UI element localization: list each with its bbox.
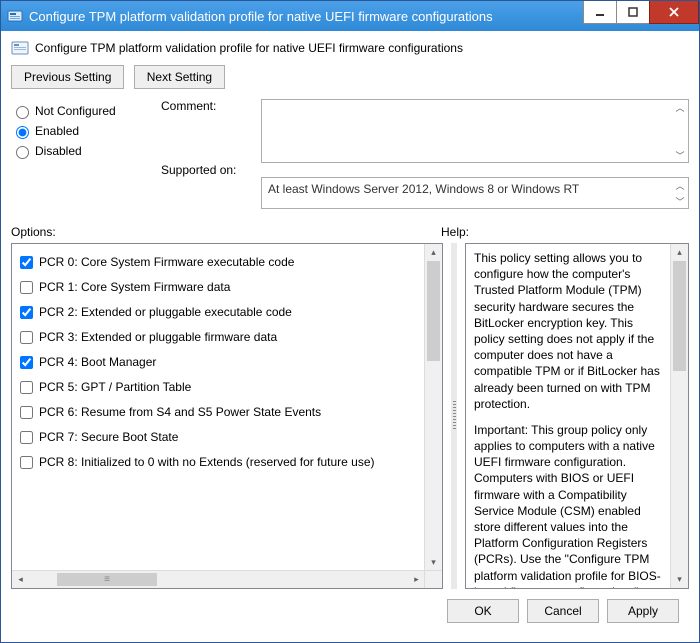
scroll-up-icon[interactable]: ▴ [425, 244, 442, 261]
window-title: Configure TPM platform validation profil… [29, 9, 583, 24]
help-label: Help: [441, 225, 469, 239]
scroll-down-icon[interactable]: ﹀ [672, 148, 688, 162]
scroll-right-icon[interactable]: ▸ [408, 571, 425, 588]
option-label: PCR 6: Resume from S4 and S5 Power State… [39, 405, 321, 420]
option-row[interactable]: PCR 7: Secure Boot State [18, 425, 423, 450]
policy-icon [11, 39, 29, 57]
radio-enabled[interactable]: Enabled [11, 123, 151, 139]
options-pane: PCR 0: Core System Firmware executable c… [11, 243, 443, 589]
option-label: PCR 0: Core System Firmware executable c… [39, 255, 294, 270]
help-vscrollbar[interactable]: ▴ ▾ [670, 244, 688, 588]
top-grid: Not Configured Enabled Disabled Comment:… [11, 99, 689, 209]
previous-setting-button[interactable]: Previous Setting [11, 65, 124, 89]
next-setting-button[interactable]: Next Setting [134, 65, 225, 89]
scroll-track[interactable] [29, 571, 408, 588]
comment-value [262, 100, 688, 108]
radio-not-configured-input[interactable] [16, 106, 29, 119]
help-pane: This policy setting allows you to config… [465, 243, 689, 589]
titlebar-buttons [583, 1, 699, 23]
field-labels: Comment: Supported on: [161, 99, 251, 209]
option-label: PCR 3: Extended or pluggable firmware da… [39, 330, 277, 345]
state-column: Not Configured Enabled Disabled [11, 99, 151, 209]
field-column: ︿ ﹀ At least Windows Server 2012, Window… [261, 99, 689, 209]
option-checkbox[interactable] [20, 406, 33, 419]
option-checkbox[interactable] [20, 331, 33, 344]
option-label: PCR 4: Boot Manager [39, 355, 156, 370]
option-checkbox[interactable] [20, 256, 33, 269]
comment-textbox[interactable]: ︿ ﹀ [261, 99, 689, 163]
option-row[interactable]: PCR 5: GPT / Partition Table [18, 375, 423, 400]
maximize-button[interactable] [616, 1, 650, 24]
option-row[interactable]: PCR 4: Boot Manager [18, 350, 423, 375]
supported-on-label: Supported on: [161, 163, 251, 177]
option-row[interactable]: PCR 3: Extended or pluggable firmware da… [18, 325, 423, 350]
help-paragraph: This policy setting allows you to config… [474, 250, 663, 412]
scroll-thumb[interactable] [427, 261, 440, 361]
footer: OK Cancel Apply [11, 589, 689, 632]
radio-disabled-label: Disabled [35, 144, 82, 158]
scroll-left-icon[interactable]: ◂ [12, 571, 29, 588]
scroll-down-icon[interactable]: ﹀ [672, 194, 688, 208]
scroll-up-icon[interactable]: ▴ [671, 244, 688, 261]
comment-scrollbar[interactable]: ︿ ﹀ [672, 100, 688, 162]
splitter[interactable] [451, 243, 457, 589]
options-vscrollbar[interactable]: ▴ ▾ [424, 244, 442, 571]
option-checkbox[interactable] [20, 281, 33, 294]
option-checkbox[interactable] [20, 381, 33, 394]
panes: PCR 0: Core System Firmware executable c… [11, 243, 689, 589]
content: Configure TPM platform validation profil… [1, 31, 699, 642]
scroll-thumb[interactable] [57, 573, 157, 586]
option-label: PCR 7: Secure Boot State [39, 430, 178, 445]
ok-button[interactable]: OK [447, 599, 519, 623]
scroll-track[interactable] [671, 261, 688, 571]
option-label: PCR 2: Extended or pluggable executable … [39, 305, 292, 320]
radio-not-configured[interactable]: Not Configured [11, 103, 151, 119]
window: Configure TPM platform validation profil… [0, 0, 700, 643]
apply-button[interactable]: Apply [607, 599, 679, 623]
scroll-up-icon[interactable]: ︿ [672, 178, 688, 192]
supported-scrollbar[interactable]: ︿ ﹀ [672, 178, 688, 208]
option-row[interactable]: PCR 2: Extended or pluggable executable … [18, 300, 423, 325]
titlebar: Configure TPM platform validation profil… [1, 1, 699, 31]
scroll-down-icon[interactable]: ▾ [425, 554, 442, 571]
radio-disabled[interactable]: Disabled [11, 143, 151, 159]
radio-not-configured-label: Not Configured [35, 104, 116, 118]
radio-enabled-label: Enabled [35, 124, 79, 138]
options-hscrollbar[interactable]: ◂ ▸ [12, 570, 425, 588]
scroll-down-icon[interactable]: ▾ [671, 571, 688, 588]
option-label: PCR 8: Initialized to 0 with no Extends … [39, 455, 375, 470]
supported-on-value: At least Windows Server 2012, Windows 8 … [262, 178, 688, 202]
option-checkbox[interactable] [20, 356, 33, 369]
options-list: PCR 0: Core System Firmware executable c… [12, 244, 425, 571]
heading-row: Configure TPM platform validation profil… [11, 39, 689, 57]
option-row[interactable]: PCR 0: Core System Firmware executable c… [18, 250, 423, 275]
heading-text: Configure TPM platform validation profil… [35, 41, 463, 55]
pane-labels: Options: Help: [11, 225, 689, 239]
scroll-corner [424, 570, 442, 588]
comment-label: Comment: [161, 99, 251, 163]
option-row[interactable]: PCR 8: Initialized to 0 with no Extends … [18, 450, 423, 475]
minimize-button[interactable] [583, 1, 617, 24]
option-label: PCR 1: Core System Firmware data [39, 280, 230, 295]
scroll-thumb[interactable] [673, 261, 686, 371]
option-row[interactable]: PCR 6: Resume from S4 and S5 Power State… [18, 400, 423, 425]
scroll-up-icon[interactable]: ︿ [672, 100, 688, 114]
option-row[interactable]: PCR 1: Core System Firmware data [18, 275, 423, 300]
options-label: Options: [11, 225, 441, 239]
option-checkbox[interactable] [20, 431, 33, 444]
supported-on-textbox: At least Windows Server 2012, Windows 8 … [261, 177, 689, 209]
nav-buttons: Previous Setting Next Setting [11, 65, 689, 89]
option-checkbox[interactable] [20, 456, 33, 469]
scroll-track[interactable] [425, 261, 442, 554]
help-text: This policy setting allows you to config… [466, 244, 671, 588]
option-checkbox[interactable] [20, 306, 33, 319]
cancel-button[interactable]: Cancel [527, 599, 599, 623]
app-icon [7, 8, 23, 24]
radio-enabled-input[interactable] [16, 126, 29, 139]
option-label: PCR 5: GPT / Partition Table [39, 380, 191, 395]
radio-disabled-input[interactable] [16, 146, 29, 159]
close-button[interactable] [649, 1, 699, 24]
help-paragraph: Important: This group policy only applie… [474, 422, 663, 588]
